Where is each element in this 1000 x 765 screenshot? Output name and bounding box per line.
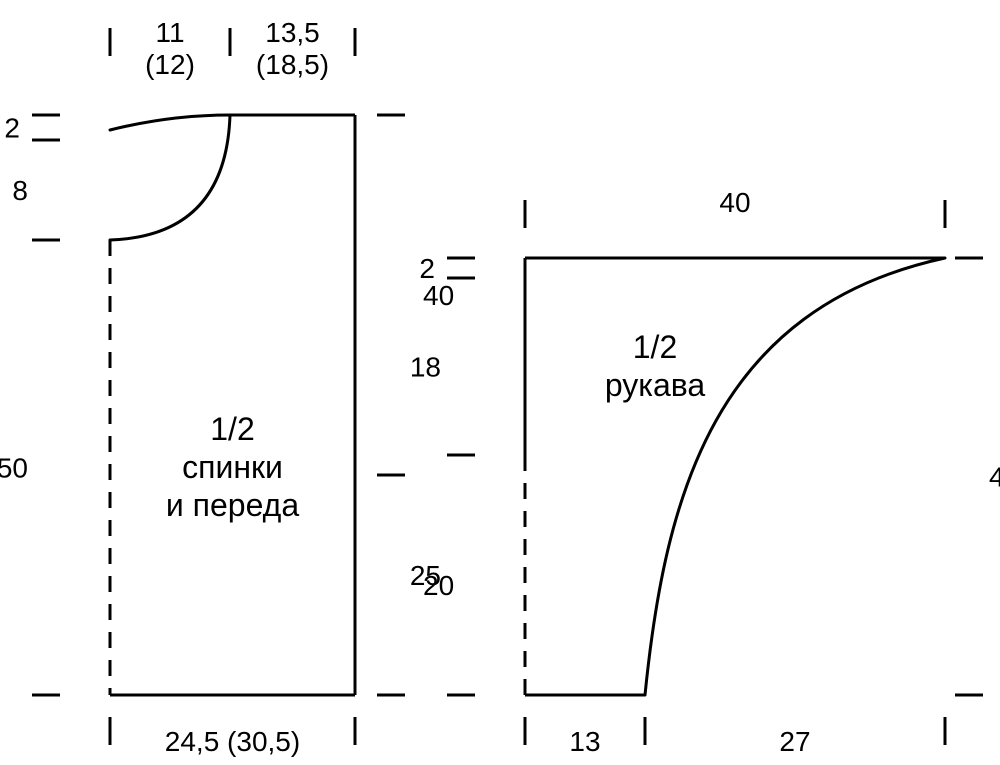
left-8: 8	[12, 175, 28, 206]
sleeve-title-1: 1/2	[633, 329, 677, 365]
top-right-width-alt: (18,5)	[256, 49, 329, 80]
body-title-3: и переда	[166, 487, 299, 523]
sleeve-right-45: 45	[989, 462, 1000, 493]
bottom-width: 24,5 (30,5)	[165, 726, 300, 757]
right-40: 40	[423, 280, 454, 311]
sleeve-bottom-27: 27	[779, 726, 810, 757]
sleeve-title-2: рукава	[605, 367, 706, 403]
sleeve-left-2: 2	[419, 253, 435, 284]
body-title-2: спинки	[182, 449, 283, 485]
sleeve-left-18: 18	[410, 352, 441, 383]
top-left-width-alt: (12)	[145, 49, 195, 80]
body-title-1: 1/2	[210, 411, 254, 447]
left-2: 2	[4, 113, 20, 144]
sleeve-bottom-13: 13	[569, 726, 600, 757]
left-50: 50	[0, 453, 28, 484]
pattern-diagram: 11(12)13,5(18,5)2850402024,5 (30,5)1/2сп…	[0, 0, 1000, 765]
sleeve-left-25: 25	[410, 560, 441, 591]
top-right-width: 13,5	[265, 17, 320, 48]
sleeve-top-40: 40	[719, 187, 750, 218]
top-left-width: 11	[155, 17, 184, 48]
